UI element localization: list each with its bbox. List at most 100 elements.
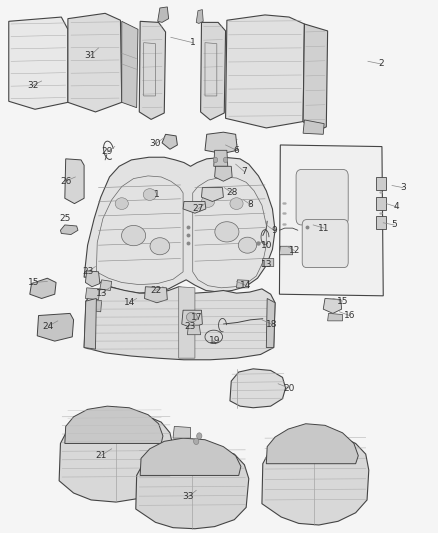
Polygon shape bbox=[201, 188, 223, 201]
Polygon shape bbox=[376, 197, 386, 210]
Polygon shape bbox=[85, 271, 100, 287]
Circle shape bbox=[213, 157, 218, 163]
Text: 8: 8 bbox=[247, 200, 254, 209]
Text: 13: 13 bbox=[96, 289, 107, 297]
Ellipse shape bbox=[32, 69, 42, 78]
Polygon shape bbox=[230, 369, 286, 408]
Polygon shape bbox=[9, 17, 68, 109]
Polygon shape bbox=[187, 325, 201, 335]
Circle shape bbox=[223, 157, 228, 163]
Text: 6: 6 bbox=[233, 146, 240, 155]
Polygon shape bbox=[145, 287, 167, 303]
Polygon shape bbox=[179, 287, 195, 358]
Text: 23: 23 bbox=[82, 268, 93, 276]
Text: 28: 28 bbox=[226, 189, 238, 197]
Text: 3: 3 bbox=[400, 183, 406, 192]
Text: 1: 1 bbox=[154, 190, 160, 199]
Text: 15: 15 bbox=[337, 297, 348, 305]
Polygon shape bbox=[279, 145, 383, 296]
Text: 10: 10 bbox=[261, 241, 272, 249]
Text: 7: 7 bbox=[241, 167, 247, 176]
Polygon shape bbox=[158, 7, 169, 22]
Polygon shape bbox=[303, 24, 328, 132]
Polygon shape bbox=[214, 150, 228, 166]
Polygon shape bbox=[262, 433, 369, 525]
Polygon shape bbox=[90, 300, 102, 312]
Text: 14: 14 bbox=[124, 298, 135, 307]
Text: 25: 25 bbox=[59, 214, 71, 223]
Polygon shape bbox=[162, 134, 177, 149]
Ellipse shape bbox=[201, 196, 215, 207]
Text: 29: 29 bbox=[102, 148, 113, 156]
Polygon shape bbox=[173, 426, 191, 438]
Text: 12: 12 bbox=[289, 246, 300, 255]
Polygon shape bbox=[279, 246, 293, 255]
Text: 14: 14 bbox=[240, 281, 251, 289]
Text: 18: 18 bbox=[266, 320, 277, 328]
Text: 15: 15 bbox=[28, 278, 40, 287]
Text: 32: 32 bbox=[27, 81, 39, 90]
Text: 22: 22 bbox=[150, 286, 161, 295]
Text: 19: 19 bbox=[209, 336, 220, 344]
Circle shape bbox=[197, 433, 202, 439]
Polygon shape bbox=[139, 21, 166, 119]
Ellipse shape bbox=[187, 312, 197, 322]
Text: 26: 26 bbox=[60, 177, 71, 185]
Text: 9: 9 bbox=[271, 226, 277, 235]
Text: 4: 4 bbox=[394, 203, 399, 211]
Polygon shape bbox=[65, 159, 84, 204]
Polygon shape bbox=[59, 411, 173, 502]
Polygon shape bbox=[303, 120, 324, 134]
Text: 17: 17 bbox=[191, 313, 203, 321]
Text: 33: 33 bbox=[183, 492, 194, 501]
Polygon shape bbox=[266, 424, 358, 464]
Text: 16: 16 bbox=[344, 311, 355, 320]
Polygon shape bbox=[215, 166, 232, 181]
FancyBboxPatch shape bbox=[302, 220, 348, 268]
Polygon shape bbox=[84, 298, 96, 349]
Polygon shape bbox=[226, 15, 304, 128]
Polygon shape bbox=[65, 406, 163, 443]
Polygon shape bbox=[60, 225, 78, 235]
Polygon shape bbox=[37, 313, 74, 341]
Text: 5: 5 bbox=[391, 221, 397, 229]
Polygon shape bbox=[84, 287, 275, 360]
Ellipse shape bbox=[150, 238, 170, 255]
Ellipse shape bbox=[238, 237, 257, 253]
Polygon shape bbox=[84, 157, 275, 293]
Polygon shape bbox=[376, 216, 386, 229]
Text: 31: 31 bbox=[84, 52, 95, 60]
Text: 2: 2 bbox=[378, 60, 384, 68]
Text: 1: 1 bbox=[190, 38, 196, 47]
Text: 24: 24 bbox=[42, 322, 54, 330]
Text: 23: 23 bbox=[185, 322, 196, 330]
Text: 27: 27 bbox=[192, 205, 204, 213]
Ellipse shape bbox=[115, 198, 128, 209]
Polygon shape bbox=[122, 21, 138, 108]
Ellipse shape bbox=[143, 189, 156, 200]
Polygon shape bbox=[30, 278, 56, 298]
Circle shape bbox=[194, 438, 199, 445]
Text: 30: 30 bbox=[150, 140, 161, 148]
Polygon shape bbox=[196, 10, 203, 23]
Polygon shape bbox=[201, 22, 226, 120]
Polygon shape bbox=[376, 177, 386, 190]
Polygon shape bbox=[140, 438, 241, 475]
Text: 20: 20 bbox=[283, 384, 295, 392]
Polygon shape bbox=[323, 298, 342, 313]
Polygon shape bbox=[182, 310, 202, 328]
Ellipse shape bbox=[121, 225, 145, 246]
FancyBboxPatch shape bbox=[296, 169, 348, 225]
Text: 13: 13 bbox=[261, 260, 273, 269]
Text: 21: 21 bbox=[95, 451, 106, 460]
Ellipse shape bbox=[215, 222, 239, 242]
Polygon shape bbox=[136, 447, 249, 529]
Polygon shape bbox=[68, 13, 122, 112]
Polygon shape bbox=[100, 280, 112, 290]
Ellipse shape bbox=[230, 198, 243, 209]
Polygon shape bbox=[237, 280, 249, 288]
Polygon shape bbox=[262, 259, 274, 266]
Polygon shape bbox=[183, 201, 206, 213]
Polygon shape bbox=[85, 288, 100, 300]
Polygon shape bbox=[205, 132, 237, 154]
